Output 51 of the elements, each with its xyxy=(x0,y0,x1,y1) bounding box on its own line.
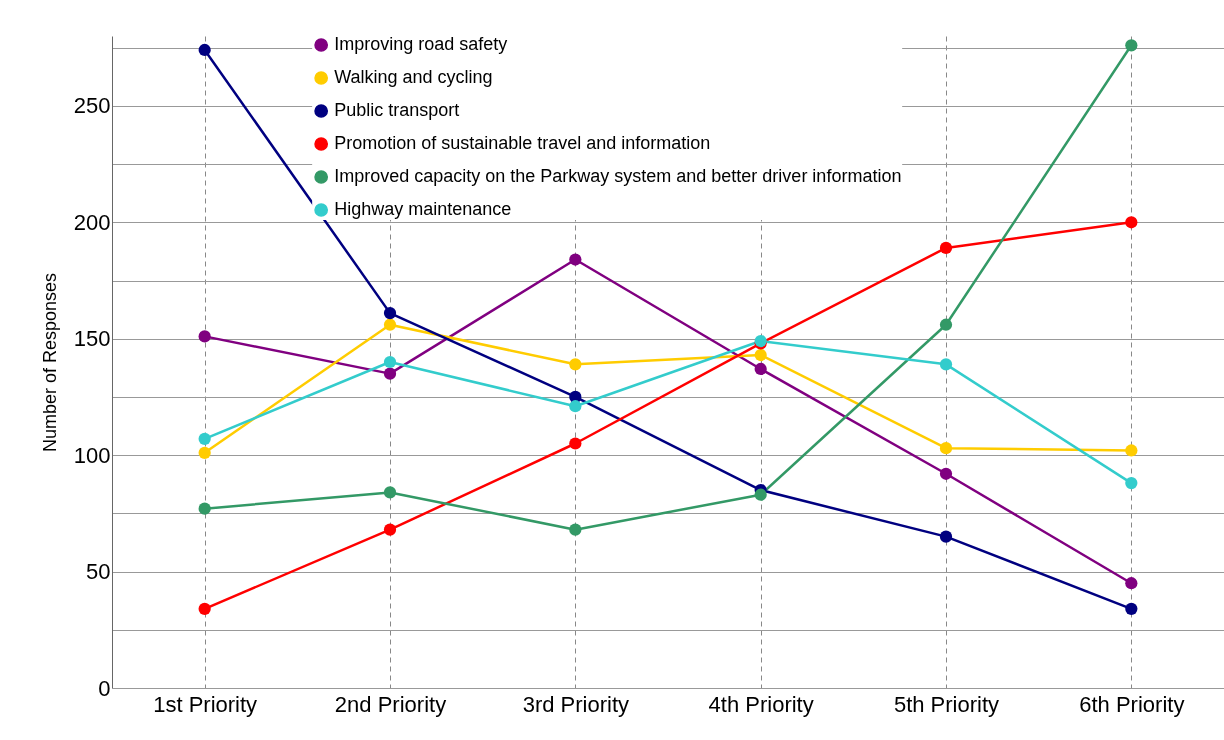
point xyxy=(198,602,211,615)
point xyxy=(939,530,953,543)
x-tick-label: 4th Priority xyxy=(708,691,814,717)
legend-label: Public transport xyxy=(334,100,460,120)
point xyxy=(939,358,953,371)
point xyxy=(1125,577,1138,590)
y-tick-label: 150 xyxy=(73,326,111,352)
point xyxy=(383,523,397,536)
point xyxy=(569,358,582,371)
point xyxy=(383,355,397,369)
y-axis-title: Number of Responses xyxy=(39,272,60,453)
point xyxy=(569,400,582,413)
x-tick-label: 3rd Priority xyxy=(522,691,630,717)
point xyxy=(754,362,767,376)
legend-label: Promotion of sustainable travel and information xyxy=(334,133,711,153)
legend-label: Improved capacity on the Parkway system and better driver information xyxy=(334,166,902,186)
y-tick-label: 0 xyxy=(98,675,111,701)
point xyxy=(198,43,211,57)
point xyxy=(939,442,953,455)
point xyxy=(198,502,211,515)
point xyxy=(939,318,953,331)
point xyxy=(383,306,397,320)
point xyxy=(754,488,767,501)
point xyxy=(569,437,582,450)
point xyxy=(569,523,582,536)
legend-label: Walking and cycling xyxy=(334,67,493,87)
point xyxy=(754,348,767,362)
x-tick-label: 1st Priority xyxy=(153,691,258,717)
x-tick-label: 2nd Priority xyxy=(334,691,447,717)
point xyxy=(1125,476,1138,490)
point xyxy=(1125,602,1138,615)
x-tick-label: 6th Priority xyxy=(1079,691,1185,717)
point xyxy=(198,330,211,343)
y-tick-label: 200 xyxy=(73,209,111,235)
point xyxy=(939,467,953,480)
y-tick-label: 100 xyxy=(73,442,111,468)
point xyxy=(1125,444,1138,457)
legend-label: Improving road safety xyxy=(334,34,508,54)
point xyxy=(383,318,397,331)
y-tick-label: 50 xyxy=(86,559,111,585)
point xyxy=(569,253,582,266)
point xyxy=(383,367,397,380)
y-tick-label: 250 xyxy=(73,93,111,119)
point xyxy=(1125,216,1138,229)
x-tick-label: 5th Priority xyxy=(893,691,1000,717)
point xyxy=(198,432,211,445)
point xyxy=(383,486,397,499)
point xyxy=(939,241,953,255)
legend-label: Highway maintenance xyxy=(334,199,512,219)
point xyxy=(1125,39,1138,52)
point xyxy=(198,446,211,459)
